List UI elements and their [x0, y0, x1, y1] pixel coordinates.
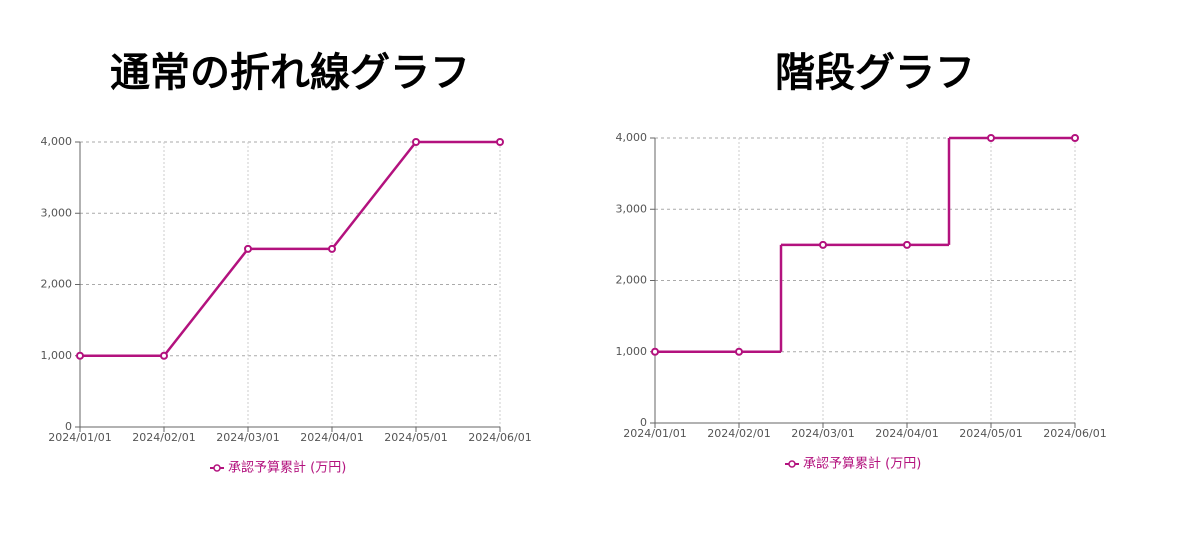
x-tick-label: 2024/04/01 [875, 427, 938, 440]
y-tick-label: 1,000 [41, 349, 73, 362]
y-tick-label: 3,000 [41, 206, 73, 219]
x-tick-label: 2024/01/01 [623, 427, 686, 440]
point [735, 347, 743, 356]
legend-marker [213, 464, 221, 472]
legend-marker [788, 460, 796, 468]
y-tick-label: 3,000 [616, 202, 648, 215]
x-tick-label: 2024/03/01 [791, 427, 854, 440]
point [987, 134, 995, 142]
legend-label: 承認予算累計 (万円) [228, 460, 346, 476]
x-tick-label: 2024/06/01 [468, 431, 531, 444]
point [903, 240, 911, 249]
x-tick-label: 2024/05/01 [959, 427, 1022, 440]
x-tick-label: 2024/02/01 [707, 427, 770, 440]
point [651, 347, 659, 356]
point [76, 351, 84, 360]
legend-label: 承認予算累計 (万円) [803, 456, 921, 472]
chart-title: 階段グラフ [775, 50, 975, 96]
x-tick-label: 2024/03/01 [216, 431, 279, 444]
y-tick-label: 0 [65, 420, 72, 433]
point [244, 244, 252, 253]
y-tick-label: 0 [640, 416, 647, 429]
y-tick-label: 1,000 [616, 345, 648, 358]
point [819, 240, 827, 249]
x-tick-label: 2024/05/01 [384, 431, 447, 444]
x-tick-label: 2024/01/01 [48, 431, 111, 444]
y-tick-label: 2,000 [41, 278, 73, 291]
x-tick-label: 2024/04/01 [300, 431, 363, 444]
y-tick-label: 4,000 [616, 131, 648, 144]
point [412, 138, 420, 146]
point [496, 138, 504, 146]
x-tick-label: 2024/06/01 [1043, 427, 1106, 440]
y-tick-label: 2,000 [616, 274, 648, 287]
point [328, 244, 336, 253]
x-tick-label: 2024/02/01 [132, 431, 195, 444]
point [160, 351, 168, 360]
line [80, 140, 500, 357]
y-tick-label: 4,000 [41, 135, 73, 148]
point [1071, 134, 1079, 142]
chart-title: 通常の折れ線グラフ [110, 50, 470, 96]
